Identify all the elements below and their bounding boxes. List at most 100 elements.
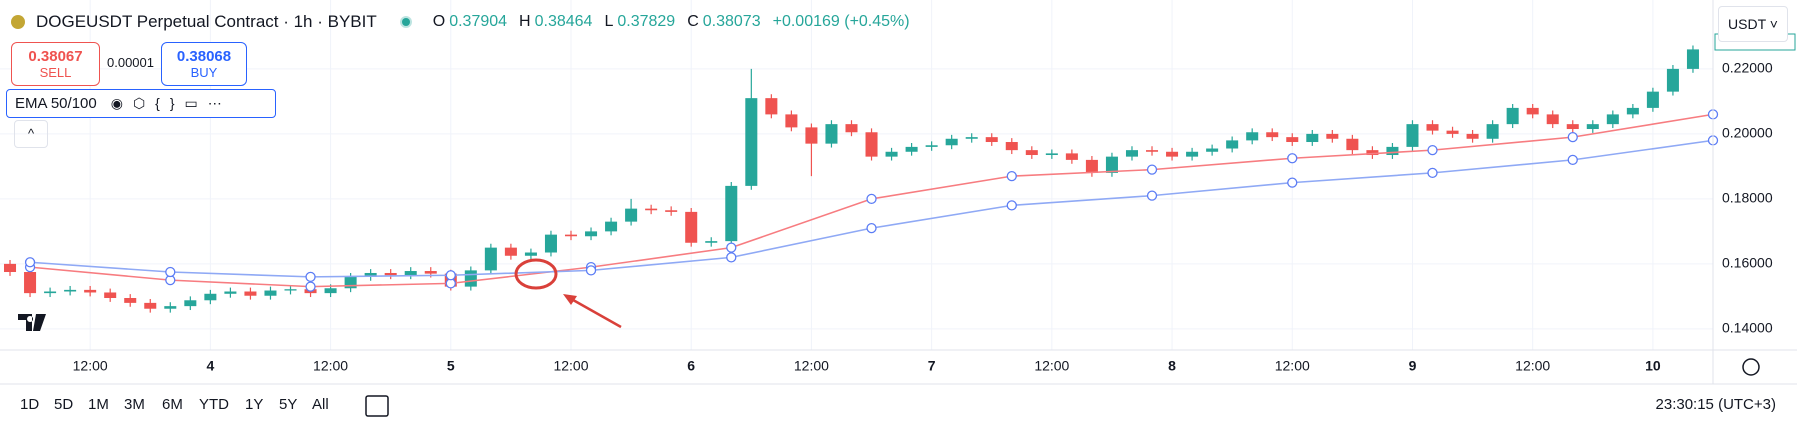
candle-body bbox=[564, 234, 578, 237]
candle-body bbox=[284, 289, 297, 291]
candle-body bbox=[605, 221, 618, 232]
candle-body bbox=[64, 289, 77, 292]
candle-body bbox=[1666, 68, 1679, 92]
x-tick-label: 12:00 bbox=[73, 358, 108, 374]
buy-button[interactable]: 0.38068 BUY bbox=[161, 42, 247, 86]
candle-body bbox=[1005, 142, 1018, 151]
candle-body bbox=[925, 145, 938, 147]
candle-body bbox=[725, 185, 738, 242]
candle-body bbox=[1386, 146, 1399, 156]
candle-body bbox=[1626, 107, 1639, 115]
candle-body bbox=[1486, 124, 1499, 139]
candle-body bbox=[1586, 124, 1599, 130]
ema-marker bbox=[445, 270, 456, 281]
candle-body bbox=[885, 151, 898, 157]
ohlc-label: O bbox=[432, 13, 446, 30]
spread: 0.00001 bbox=[107, 55, 154, 70]
indicator-tools[interactable]: ◉⬡{}▭⋯ bbox=[110, 95, 232, 111]
y-tick-label: 0.20000 bbox=[1722, 125, 1773, 141]
ema-marker bbox=[165, 266, 176, 278]
x-tick-label: 8 bbox=[1168, 358, 1176, 374]
x-tick-label: 9 bbox=[1409, 358, 1417, 374]
currency-select[interactable]: USDT ˅ bbox=[1718, 6, 1788, 42]
range-button[interactable]: YTD bbox=[199, 396, 229, 413]
candle-body bbox=[1206, 148, 1219, 152]
candle-body bbox=[1346, 138, 1359, 151]
candle-body bbox=[1105, 156, 1118, 173]
candle-body bbox=[1125, 150, 1138, 157]
candle-body bbox=[685, 211, 698, 243]
x-tick-label: 12:00 bbox=[1034, 358, 1069, 374]
candle-body bbox=[424, 271, 437, 274]
candle-body bbox=[765, 98, 778, 115]
ohlc-value: 0.37829 bbox=[617, 13, 676, 30]
indicator-legend[interactable]: EMA 50/100 ◉⬡{}▭⋯ bbox=[6, 89, 276, 118]
range-button[interactable]: 3M bbox=[124, 396, 145, 413]
sell-button[interactable]: 0.38067 SELL bbox=[11, 42, 100, 86]
candle-body bbox=[324, 288, 337, 294]
ema-marker bbox=[305, 271, 316, 283]
candle-body bbox=[1646, 91, 1659, 108]
candle-body bbox=[464, 270, 477, 287]
candle-body bbox=[965, 137, 978, 139]
ema-marker bbox=[1427, 167, 1438, 179]
candle-body bbox=[204, 293, 217, 301]
indicator-label: EMA 50/100 bbox=[15, 95, 97, 112]
sell-price: 0.38067 bbox=[28, 48, 83, 65]
candle-body bbox=[524, 252, 537, 256]
x-tick-label: 5 bbox=[447, 358, 455, 374]
ohlc-label: L bbox=[604, 13, 614, 30]
x-tick-label: 7 bbox=[928, 358, 936, 374]
x-tick-label: 12:00 bbox=[1515, 358, 1550, 374]
candle-body bbox=[1266, 132, 1279, 138]
candle-body bbox=[84, 289, 97, 293]
candle-body bbox=[404, 271, 417, 276]
ohlc-label: H bbox=[519, 13, 531, 30]
candle-body bbox=[224, 291, 237, 294]
candle-body bbox=[104, 292, 117, 299]
coin-icon bbox=[11, 15, 25, 29]
x-tick-label: 12:00 bbox=[553, 358, 588, 374]
date-range-icon[interactable] bbox=[365, 395, 389, 417]
candle-body bbox=[1186, 151, 1199, 157]
ema-marker bbox=[726, 252, 737, 263]
x-tick-label: 6 bbox=[687, 358, 695, 374]
ema-marker bbox=[866, 222, 877, 234]
candle-body bbox=[1085, 159, 1098, 173]
ema-marker bbox=[1567, 131, 1578, 143]
candle-body bbox=[164, 306, 177, 309]
candle-body bbox=[1466, 133, 1479, 139]
candle-body bbox=[1426, 124, 1439, 131]
currency-label: USDT bbox=[1728, 16, 1766, 32]
candle-body bbox=[504, 247, 517, 256]
candle-body bbox=[1366, 150, 1379, 156]
settings-icon[interactable] bbox=[1742, 358, 1760, 376]
range-button[interactable]: All bbox=[312, 396, 329, 413]
candle-body bbox=[1226, 140, 1239, 149]
range-button[interactable]: 1Y bbox=[245, 396, 264, 413]
sell-label: SELL bbox=[39, 65, 72, 80]
logo bbox=[18, 314, 46, 331]
range-button[interactable]: 5D bbox=[54, 396, 74, 413]
range-button[interactable]: 6M bbox=[162, 396, 183, 413]
candle-body bbox=[1686, 49, 1699, 69]
candle-body bbox=[645, 208, 658, 211]
candle-body bbox=[1506, 107, 1519, 125]
ema-marker bbox=[1287, 177, 1298, 188]
ohlc-label: C bbox=[687, 13, 699, 30]
x-tick-label: 12:00 bbox=[1275, 358, 1310, 374]
range-button[interactable]: 5Y bbox=[279, 396, 298, 413]
candle-body bbox=[905, 146, 918, 152]
candle-body bbox=[665, 210, 678, 212]
change: +0.00169 (+0.45%) bbox=[772, 13, 910, 30]
candle-body bbox=[1406, 124, 1419, 147]
range-button[interactable]: 1M bbox=[88, 396, 109, 413]
ohlc-value: 0.37904 bbox=[449, 13, 508, 30]
ema-marker bbox=[1006, 170, 1017, 182]
candle-body bbox=[44, 291, 57, 294]
collapse-button[interactable]: ^ bbox=[14, 120, 48, 148]
ema-marker bbox=[1146, 190, 1158, 201]
range-button[interactable]: 1D bbox=[20, 396, 40, 413]
